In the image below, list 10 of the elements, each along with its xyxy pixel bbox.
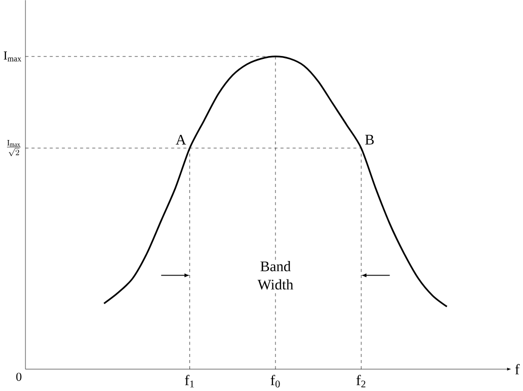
x-tick-label: f$_{2}$ — [356, 374, 366, 388]
annotation: Band Width — [258, 261, 294, 290]
text: 0 — [16, 372, 22, 381]
ref-line-label: $\frac{\mathrm{I}_{\mathrm{max}}}{\sqrt{2}}$ — [7, 140, 21, 156]
x-axis-title: f — [515, 364, 520, 374]
x-tick-label: f$_{1}$ — [184, 374, 194, 388]
ref-line-label: $\mathrm{I}_{\mathrm{max}}$ — [4, 52, 22, 62]
annotation: A — [176, 134, 186, 145]
x-tick-label: f$_{0}$ — [270, 374, 280, 388]
annotation: B — [365, 135, 374, 145]
